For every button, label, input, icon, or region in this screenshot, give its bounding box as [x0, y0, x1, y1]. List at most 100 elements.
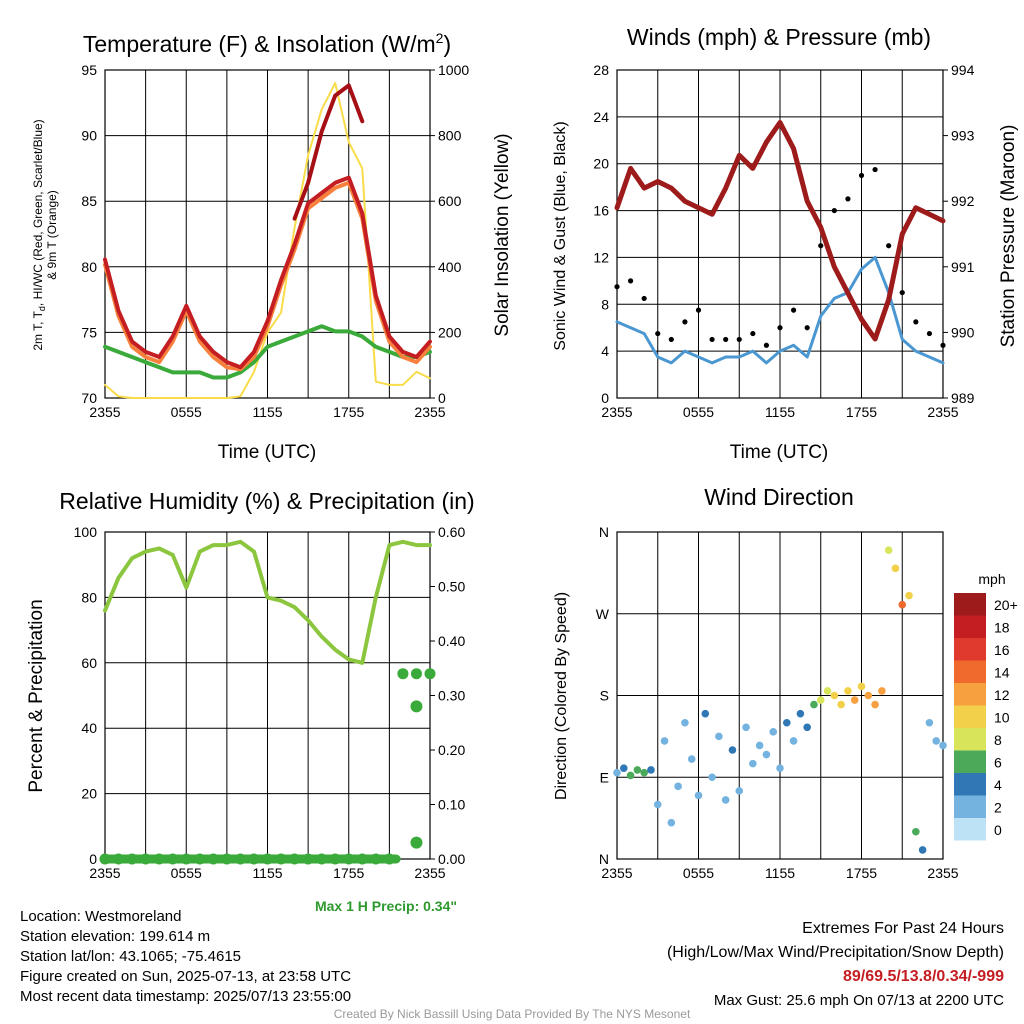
y2-tick-label: 990: [951, 324, 975, 340]
gust-point: [858, 172, 865, 179]
wind-xlabel: Time (UTC): [730, 442, 829, 463]
station-latlon: Station lat/lon: 43.1065; -75.4615: [20, 948, 242, 965]
legend-label: 18: [994, 620, 1010, 636]
temp-ylabel-right: Solar Insolation (Yellow): [492, 133, 513, 336]
direction-point: [667, 818, 676, 827]
rh-panel-title: Relative Humidity (%) & Precipitation (i…: [59, 488, 474, 514]
station-info: Location: Westmoreland Station elevation…: [20, 907, 351, 1007]
x-tick-label: 2355: [414, 404, 445, 420]
panel-humidity: 2355 0555 1155 1755 23550204060801000.000.10…: [74, 524, 466, 881]
x-tick-label: 1155: [252, 404, 282, 420]
y-tick-label: 70: [81, 390, 97, 406]
gust-point: [872, 166, 878, 173]
gust-point: [818, 243, 824, 249]
direction-point: [626, 771, 635, 780]
direction-point: [871, 700, 879, 709]
gust-point: [750, 330, 756, 337]
max-precip-note: Max 1 H Precip: 0.34": [315, 898, 457, 914]
rh-line: [103, 539, 432, 665]
direction-point: [749, 759, 757, 768]
legend-label: 2: [994, 800, 1002, 816]
direction-point: [681, 718, 689, 727]
figure-created: Figure created on Sun, 2025-07-13, at 23…: [20, 968, 352, 985]
precip-point: [167, 853, 179, 865]
y-tick-label: 20: [593, 156, 609, 172]
x-tick-label: 1755: [333, 404, 364, 420]
extremes-subtitle: (High/Low/Max Wind/Precipitation/Snow De…: [666, 944, 1004, 961]
wind-panel-title: Winds (mph) & Pressure (mb): [627, 24, 931, 50]
direction-point: [721, 796, 730, 804]
y-tick-label: 28: [593, 62, 609, 78]
pressure-line: [614, 120, 946, 342]
x-tick-label: 2355: [927, 865, 958, 881]
y2-tick-label: 1000: [438, 62, 469, 78]
precip-point: [383, 853, 395, 865]
x-tick-label: 0555: [683, 404, 714, 420]
x-tick-label: 1755: [846, 404, 877, 420]
direction-point: [647, 766, 655, 774]
direction-point: [939, 741, 947, 750]
gust-point: [723, 336, 729, 343]
gust-point: [736, 336, 742, 343]
gust-point: [940, 342, 946, 348]
temp-line: [103, 175, 432, 370]
y2-tick-label: 989: [951, 390, 975, 406]
station-location: Location: Westmoreland: [20, 908, 182, 925]
direction-point: [701, 709, 710, 718]
y2-tick-label: 600: [438, 193, 462, 209]
y-tick-label: 8: [601, 296, 609, 312]
y-tick-label: 100: [74, 524, 98, 540]
direction-point: [857, 682, 866, 691]
direction-point: [864, 691, 873, 700]
y2-tick-label: 993: [951, 128, 975, 144]
y-tick-label: N: [599, 524, 609, 540]
precip-point: [262, 853, 273, 865]
rh-ylabel-left: Percent & Precipitation: [26, 599, 47, 792]
precip-point: [356, 853, 368, 865]
x-tick-label: 2355: [601, 404, 632, 420]
direction-point: [687, 755, 696, 763]
gust-point: [790, 307, 797, 313]
gust-point: [777, 325, 783, 331]
precip-point: [289, 853, 301, 865]
direction-point: [823, 687, 832, 695]
precip-point: [410, 668, 422, 680]
precip-point: [221, 853, 233, 865]
y2-tick-label: 994: [951, 62, 975, 78]
direction-point: [755, 741, 764, 750]
direction-point: [613, 768, 621, 777]
x-tick-label: 2355: [89, 865, 120, 881]
y-tick-label: 60: [81, 655, 97, 671]
legend-label: 16: [994, 642, 1010, 658]
legend-label: 20+: [994, 597, 1018, 613]
precip-point: [113, 853, 125, 865]
x-tick-label: 0555: [683, 865, 714, 881]
legend-label: 14: [994, 665, 1010, 681]
extremes-block: Extremes For Past 24 Hours (High/Low/Max…: [667, 917, 1004, 1013]
precip-hourly-point: [410, 700, 423, 713]
extremes-title: Extremes For Past 24 Hours: [802, 920, 1004, 937]
gust-point: [845, 196, 851, 202]
direction-point: [619, 764, 628, 772]
temp-panel-title: Temperature (F) & Insolation (W/m2): [83, 30, 451, 57]
x-tick-label: 2355: [414, 865, 445, 881]
gust-point: [913, 319, 919, 325]
x-tick-label: 2355: [89, 404, 120, 420]
gust-point: [695, 307, 702, 313]
precip-hourly-point: [410, 836, 423, 849]
y-tick-label: E: [600, 769, 609, 785]
gust-point: [627, 278, 634, 284]
y-tick-label: S: [600, 688, 609, 704]
temp-xlabel: Time (UTC): [218, 442, 317, 463]
x-tick-label: 1155: [765, 404, 795, 420]
direction-point: [735, 787, 744, 795]
precip-point: [370, 853, 382, 865]
wind-ylabel-right: Station Pressure (Maroon): [998, 125, 1019, 348]
gust-point: [641, 295, 647, 302]
panel-temperature: 2355 0555 1155 1755 235570758085909502004006…: [81, 62, 469, 420]
y2-tick-label: 0: [438, 390, 446, 406]
y-tick-label: 0: [601, 390, 609, 406]
direction-point: [837, 700, 845, 709]
y-tick-label: 40: [81, 720, 97, 736]
legend-swatch: [954, 795, 986, 818]
